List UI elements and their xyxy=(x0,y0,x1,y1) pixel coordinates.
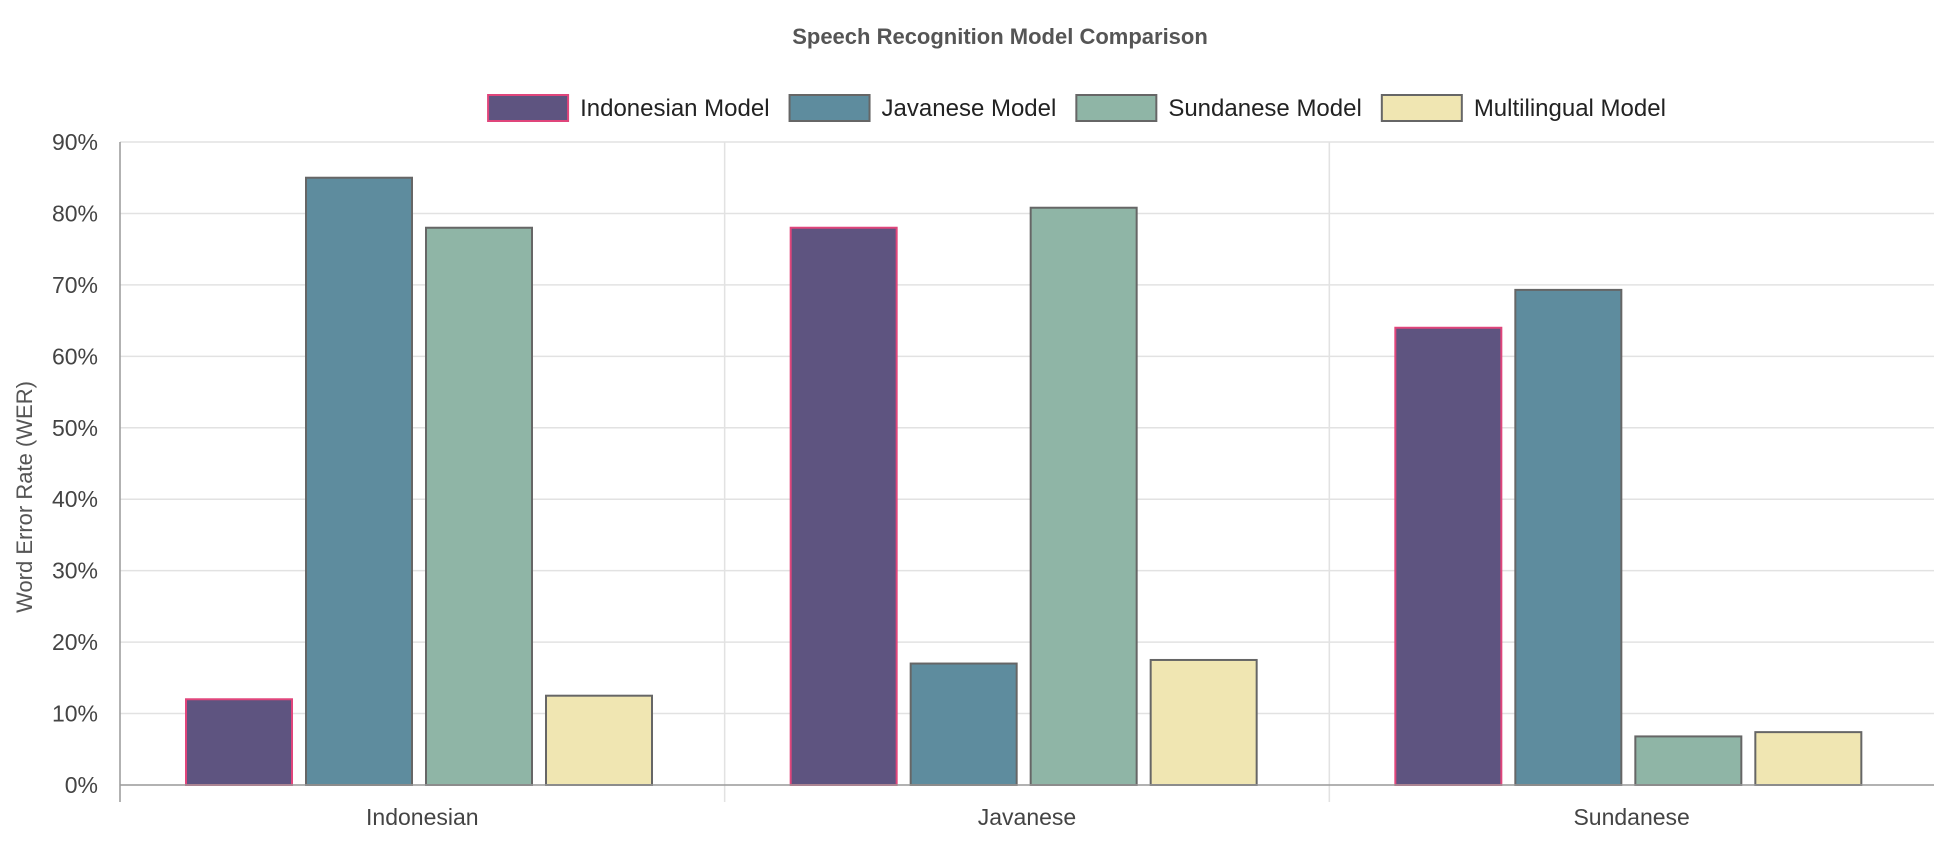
bar[interactable] xyxy=(1149,658,1258,787)
legend-item[interactable]: Indonesian Model xyxy=(487,94,770,122)
bar[interactable] xyxy=(789,226,898,786)
x-tick-label: Indonesian xyxy=(366,804,479,830)
y-tick-label: 10% xyxy=(52,701,98,727)
legend-swatch xyxy=(788,94,871,122)
y-tick-label: 20% xyxy=(52,629,98,655)
bar[interactable] xyxy=(305,176,413,786)
legend-label: Javanese Model xyxy=(882,95,1057,122)
legend-label: Multilingual Model xyxy=(1474,95,1666,122)
legend-item[interactable]: Multilingual Model xyxy=(1380,94,1666,122)
bar[interactable] xyxy=(1029,206,1138,786)
grid-lines xyxy=(120,141,1934,802)
chart-title: Speech Recognition Model Comparison xyxy=(792,24,1208,49)
legend[interactable]: Indonesian Model Javanese Model Sundanese … xyxy=(487,94,1666,122)
axes: 0% 10% 20% 30% 40% 50% 60% 70% 80% 90% Indonesian J… xyxy=(52,129,1934,830)
y-axis-title: Word Error Rate (WER) xyxy=(12,381,37,613)
y-tick-label: 40% xyxy=(52,486,98,512)
bar[interactable] xyxy=(185,698,293,786)
y-tick-label: 90% xyxy=(52,129,98,155)
legend-swatch xyxy=(1380,94,1463,122)
y-tick-label: 80% xyxy=(52,200,98,226)
bar[interactable] xyxy=(909,662,1018,786)
y-tick-label: 70% xyxy=(52,272,98,298)
bar[interactable] xyxy=(1514,288,1623,786)
y-tick-label: 0% xyxy=(65,772,98,798)
y-tick-label: 50% xyxy=(52,415,98,441)
bar[interactable] xyxy=(1634,735,1743,787)
legend-item[interactable]: Sundanese Model xyxy=(1075,94,1362,122)
y-tick-label: 30% xyxy=(52,558,98,584)
bar[interactable] xyxy=(1754,731,1863,786)
x-tick-label: Javanese xyxy=(978,804,1076,830)
y-tick-label: 60% xyxy=(52,343,98,369)
legend-swatch xyxy=(487,94,570,122)
x-tick-label: Sundanese xyxy=(1573,804,1689,830)
bar[interactable] xyxy=(425,226,533,786)
bar[interactable] xyxy=(1394,326,1503,786)
bar[interactable] xyxy=(545,694,653,787)
legend-item[interactable]: Javanese Model xyxy=(788,94,1057,122)
legend-swatch xyxy=(1075,94,1158,122)
legend-label: Indonesian Model xyxy=(580,95,769,122)
bars xyxy=(185,176,1863,787)
legend-label: Sundanese Model xyxy=(1168,95,1361,122)
